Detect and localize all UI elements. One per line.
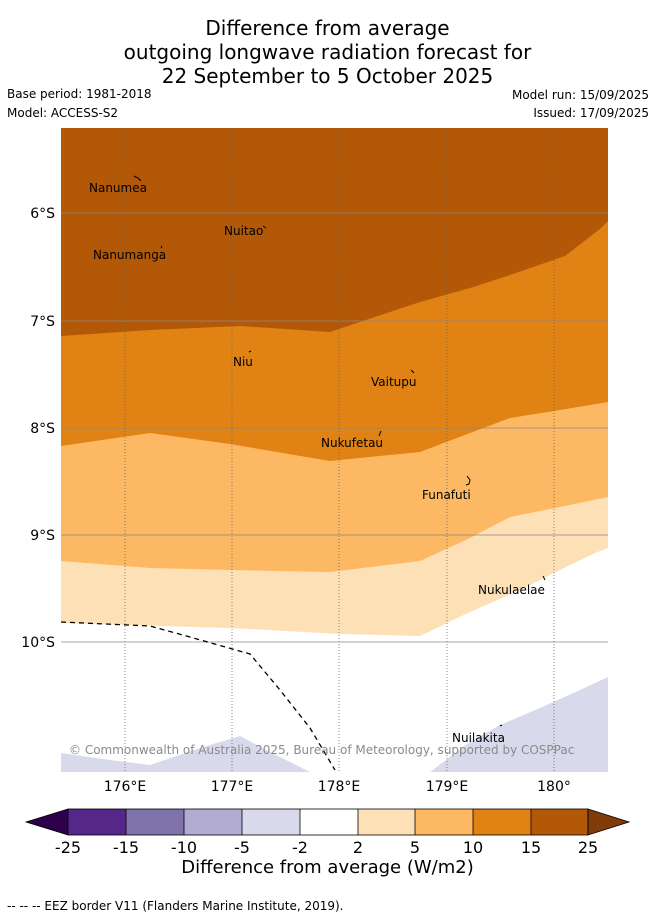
island-nukulaelae-shape [542,575,546,581]
colorbar-tick: -15 [113,838,139,857]
colorbar-tick: 5 [410,838,420,857]
colorbar-label: Difference from average (W/m2) [181,857,474,878]
lat-label-7s: 7°S [30,314,55,330]
lon-label-176e: 176°E [104,779,147,795]
lat-label-10s: 10°S [21,635,55,651]
island-vaitupu-shape [410,369,415,374]
colorbar-seg-neg2-2 [300,809,358,835]
lat-label-6s: 6°S [30,206,55,222]
island-label-nuitao: Nuitao [224,224,263,238]
colorbar-tick: -25 [55,838,81,857]
island-label-nukufetau: Nukufetau [321,436,383,450]
colorbar-tick: 15 [521,838,541,857]
title-line-3: 22 September to 5 October 2025 [161,64,494,88]
island-funafuti-shape [465,475,471,486]
model-run: Model run: 15/09/2025 [511,88,649,102]
title-line-2: outgoing longwave radiation forecast for [123,40,532,64]
colorbar-seg-5-10 [415,809,473,835]
issued-date: Issued: 17/09/2025 [533,106,649,120]
colorbar-seg-10-15 [473,809,531,835]
lon-gridlines [124,128,555,772]
colorbar-seg-2-5 [358,809,415,835]
eez-footnote: -- -- -- EEZ border V11 (Flanders Marine… [7,899,344,913]
island-label-vaitupu: Vaitupu [371,375,417,389]
lat-gridlines [61,212,608,643]
island-label-nanumea: Nanumea [89,181,147,195]
map-plot-area: Nanumea Nuitao Nanumanga Niu Vaitupu Nuk… [61,128,608,772]
island-label-funafuti: Funafuti [422,488,471,502]
island-nukufetau-shape [378,430,382,437]
map-title: Difference from average outgoing longwav… [0,16,655,88]
colorbar-seg-15-25 [531,809,588,835]
colorbar-seg-neg5-neg2 [242,809,300,835]
colorbar-tick: 10 [463,838,483,857]
colorbar-frame [67,808,589,836]
island-nanumea-shape [133,175,142,182]
colorbar: -25 -15 -10 -5 -2 2 5 10 15 25 [24,808,631,857]
lon-label-177e: 177°E [211,779,254,795]
island-nanumanga-shape [160,245,163,249]
colorbar-dividers [67,808,589,836]
colorbar-tick: 2 [353,838,363,857]
lat-label-8s: 8°S [30,421,55,437]
colorbar-seg-neg10-neg5 [184,809,242,835]
colorbar-tick: 25 [578,838,598,857]
island-label-nukulaelae: Nukulaelae [478,583,545,597]
colorbar-over-arrow [587,808,631,836]
colorbar-tick: -5 [234,838,250,857]
colorbar-seg-neg25-neg15 [68,809,126,835]
copyright-notice: © Commonwealth of Australia 2025, Bureau… [69,743,574,757]
island-label-nuilakita: Nuilakita [452,731,505,745]
colorbar-tick: -2 [292,838,308,857]
island-shapes [133,175,546,727]
island-label-nanumanga: Nanumanga [93,248,166,262]
lat-label-9s: 9°S [30,528,55,544]
colorbar-under-arrow [24,808,69,836]
base-period: Base period: 1981-2018 [7,87,152,101]
contour-band-neg5-to-neg2-west [61,736,310,772]
model-name: Model: ACCESS-S2 [7,106,119,120]
eez-border [61,621,336,771]
lon-label-179e: 179°E [426,779,469,795]
lon-label-178e: 178°E [318,779,361,795]
island-nuilakita-shape [499,724,503,727]
title-line-1: Difference from average [205,16,450,40]
contour-band-15-to-25 [61,128,608,336]
island-label-niu: Niu [233,355,253,369]
island-nuitao-shape [262,225,267,229]
contour-band-neg5-to-neg2-east [430,677,608,772]
island-niu-shape [248,350,252,353]
colorbar-seg-neg15-neg10 [126,809,184,835]
lon-label-180: 180° [537,779,571,795]
colorbar-tick: -10 [171,838,197,857]
